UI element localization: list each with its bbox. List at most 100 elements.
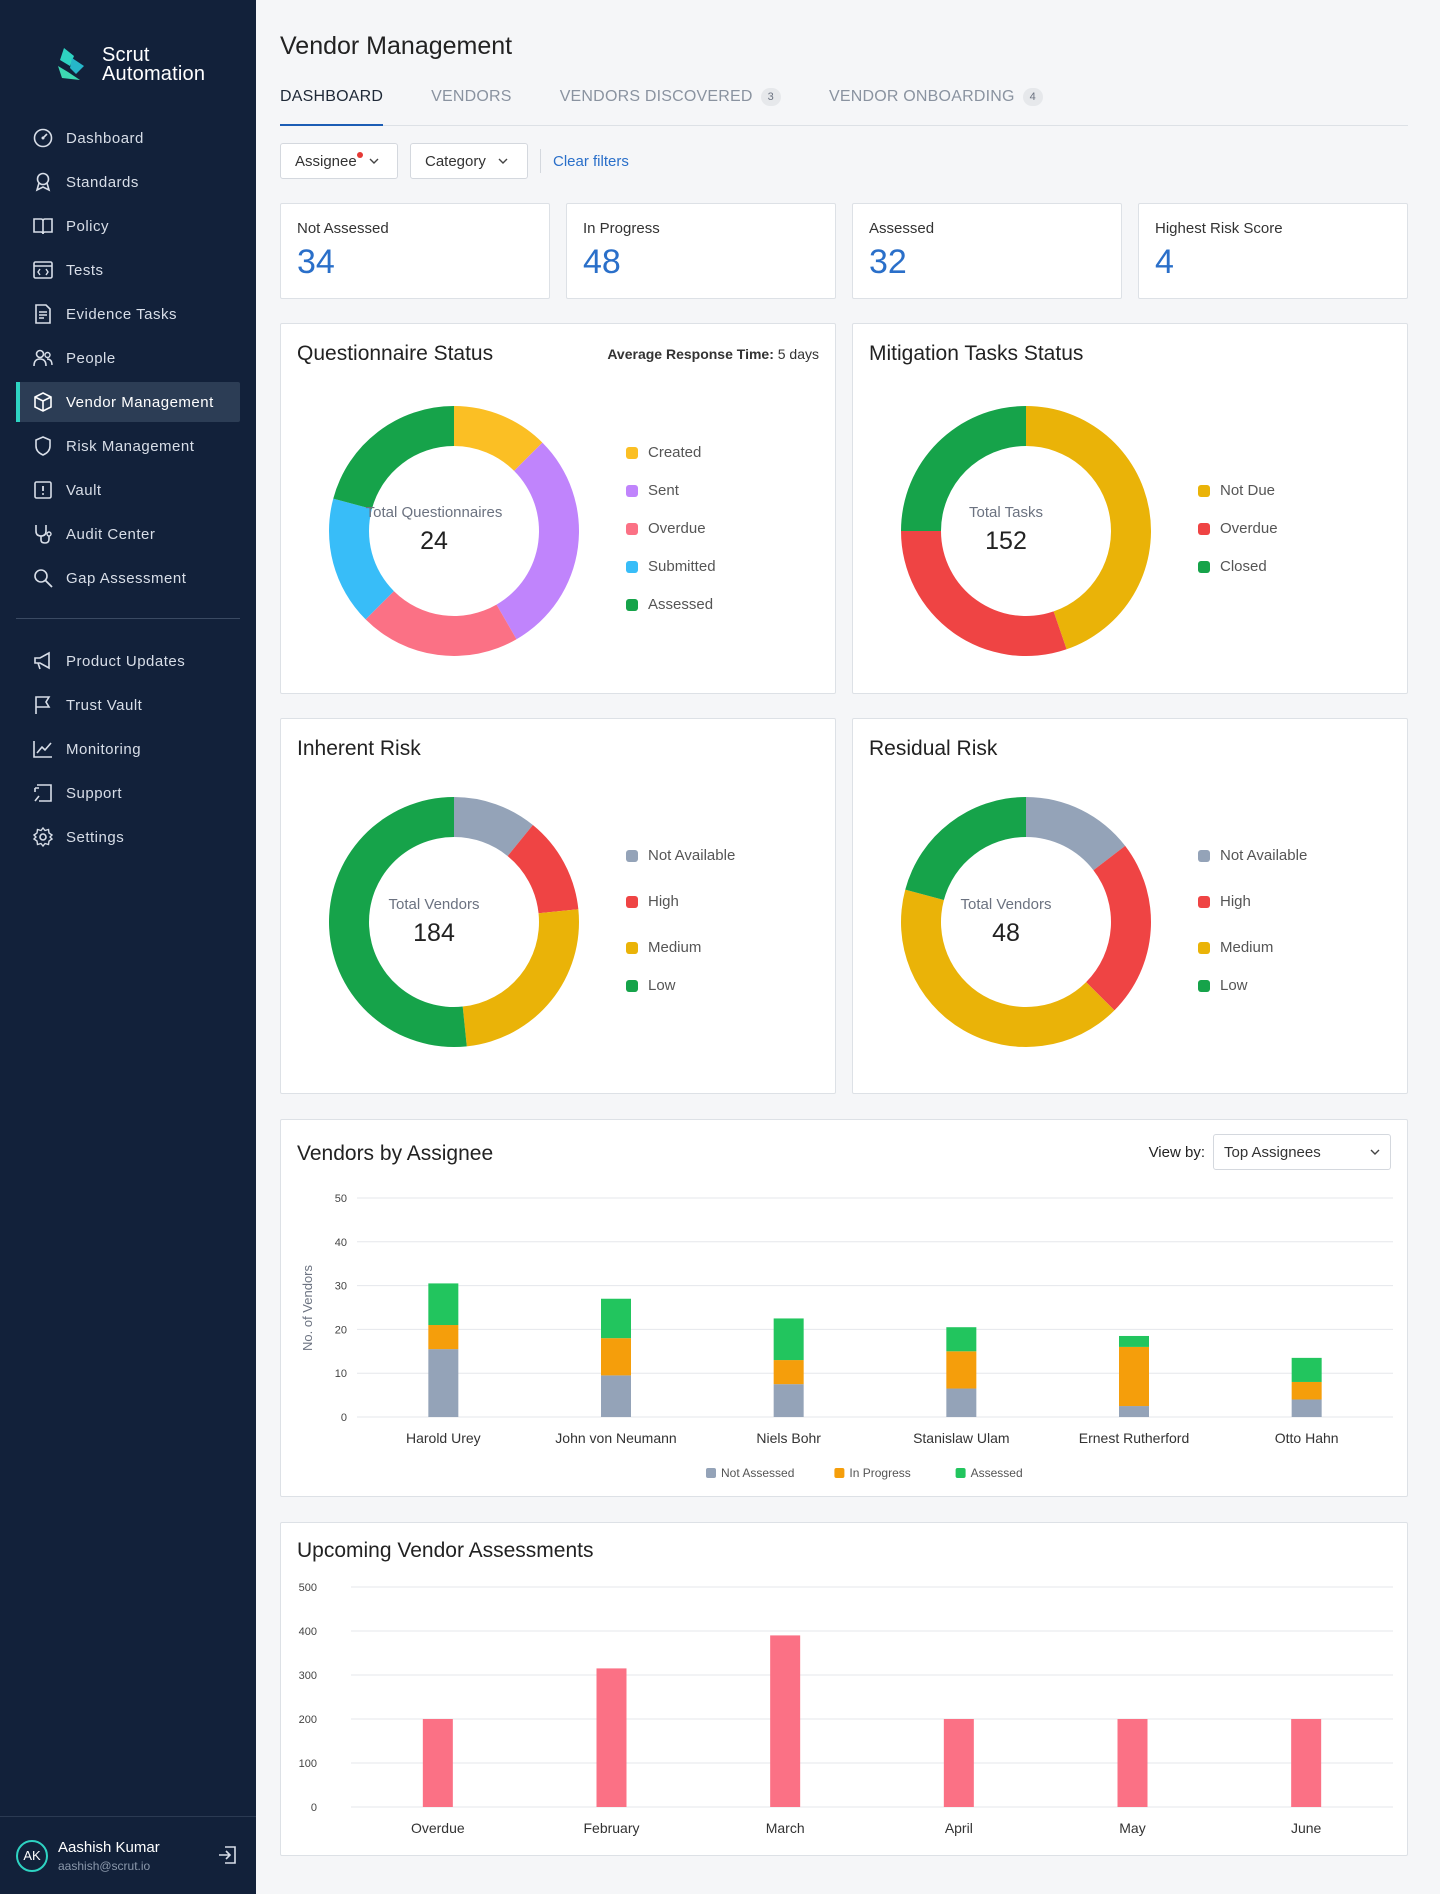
bar[interactable] xyxy=(770,1635,801,1807)
tab-vendors[interactable]: VENDORS xyxy=(431,88,512,126)
bar-not-assessed[interactable] xyxy=(1291,1399,1322,1417)
sidebar-item-dashboard[interactable]: Dashboard xyxy=(16,118,240,158)
donut-slice-medium[interactable] xyxy=(901,889,1115,1047)
donut-slice-not-available[interactable] xyxy=(1026,797,1126,871)
bar-not-assessed[interactable] xyxy=(428,1349,459,1417)
legend-item[interactable]: Medium xyxy=(626,939,701,956)
sidebar-item-product-updates[interactable]: Product Updates xyxy=(16,641,240,681)
legend-item[interactable]: Not Available xyxy=(626,847,735,864)
bar-not-assessed[interactable] xyxy=(773,1384,804,1417)
bar-assessed[interactable] xyxy=(1291,1357,1322,1382)
bar-assessed[interactable] xyxy=(773,1318,804,1361)
y-tick-label: 500 xyxy=(299,1582,317,1594)
tab-vendors-discovered[interactable]: VENDORS DISCOVERED 3 xyxy=(560,88,781,126)
sidebar-item-label: Product Updates xyxy=(66,652,186,670)
bar-assessed[interactable] xyxy=(428,1283,459,1326)
donut-slice-sent[interactable] xyxy=(496,442,580,640)
donut-slice-overdue[interactable] xyxy=(365,591,517,656)
sidebar-item-risk-management[interactable]: Risk Management xyxy=(16,426,240,466)
sidebar-item-people[interactable]: People xyxy=(16,338,240,378)
sidebar-item-gap-assessment[interactable]: Gap Assessment xyxy=(16,558,240,598)
donut-slice-submitted[interactable] xyxy=(329,498,394,620)
bar-in-progress[interactable] xyxy=(1291,1381,1322,1400)
sidebar-item-trust-vault[interactable]: Trust Vault xyxy=(16,685,240,725)
legend-item[interactable]: Low xyxy=(1198,977,1248,994)
legend-item[interactable]: Created xyxy=(626,444,701,461)
bar-in-progress[interactable] xyxy=(1119,1346,1149,1407)
search-icon xyxy=(34,569,53,588)
donut-slice-low[interactable] xyxy=(329,797,467,1047)
legend-item[interactable]: Submitted xyxy=(626,558,716,575)
donut-slice-assessed[interactable] xyxy=(333,406,454,510)
bar[interactable] xyxy=(1291,1719,1322,1807)
assignee-filter[interactable]: Assignee xyxy=(280,143,398,179)
sidebar-item-tests[interactable]: Tests xyxy=(16,250,240,290)
avatar[interactable]: AK xyxy=(16,1839,48,1872)
legend-item[interactable]: High xyxy=(1198,893,1251,910)
donut-slice-medium[interactable] xyxy=(462,909,579,1047)
legend-item[interactable]: Assessed xyxy=(626,596,713,613)
donut-slice-not-due[interactable] xyxy=(1026,406,1151,650)
bar-not-assessed[interactable] xyxy=(946,1388,977,1417)
sidebar-item-label: Vault xyxy=(66,481,102,499)
legend-item[interactable]: Closed xyxy=(1198,558,1267,575)
bar-not-assessed[interactable] xyxy=(601,1375,631,1417)
donut-slice-not-available[interactable] xyxy=(454,797,533,857)
vault-icon xyxy=(34,481,52,499)
legend-label[interactable]: Assessed xyxy=(971,1466,1023,1480)
sidebar-item-monitoring[interactable]: Monitoring xyxy=(16,729,240,769)
sidebar-item-vault[interactable]: Vault xyxy=(16,470,240,510)
legend-item[interactable]: Not Available xyxy=(1198,847,1307,864)
donut-slice-high[interactable] xyxy=(1086,845,1151,1011)
bar-in-progress[interactable] xyxy=(946,1351,977,1389)
bar-in-progress[interactable] xyxy=(773,1360,804,1385)
bar[interactable] xyxy=(596,1668,627,1807)
bar[interactable] xyxy=(422,1719,453,1807)
bar-in-progress[interactable] xyxy=(428,1325,459,1350)
legend-item[interactable]: Sent xyxy=(626,482,679,499)
stat-label: Highest Risk Score xyxy=(1155,220,1283,237)
bar[interactable] xyxy=(943,1719,974,1807)
legend-item[interactable]: Overdue xyxy=(626,520,706,537)
sidebar-item-policy[interactable]: Policy xyxy=(16,206,240,246)
donut-slice-overdue[interactable] xyxy=(901,531,1067,656)
stat-label: Assessed xyxy=(869,220,935,237)
bar[interactable] xyxy=(1117,1719,1148,1807)
sidebar-item-settings[interactable]: Settings xyxy=(16,817,240,857)
sidebar-item-evidence-tasks[interactable]: Evidence Tasks xyxy=(16,294,240,334)
bar-assessed[interactable] xyxy=(601,1298,631,1339)
stat-card-assessed[interactable]: Assessed 32 xyxy=(852,203,1122,299)
x-tick-label: John von Neumann xyxy=(555,1430,676,1446)
view-by-select[interactable]: Top Assignees xyxy=(1213,1134,1391,1170)
bar-assessed[interactable] xyxy=(946,1327,977,1352)
legend-item[interactable]: Low xyxy=(626,977,676,994)
brand-logo[interactable]: Scrut Automation xyxy=(50,44,205,86)
stat-card-not-assessed[interactable]: Not Assessed 34 xyxy=(280,203,550,299)
legend-item[interactable]: Not Due xyxy=(1198,482,1275,499)
legend-label[interactable]: In Progress xyxy=(849,1466,910,1480)
tab-dashboard[interactable]: DASHBOARD xyxy=(280,88,384,126)
donut-slice-created[interactable] xyxy=(454,406,543,471)
sidebar-item-support[interactable]: Support xyxy=(16,773,240,813)
x-tick-label: Stanislaw Ulam xyxy=(913,1430,1009,1446)
legend-label[interactable]: Not Assessed xyxy=(721,1466,794,1480)
sidebar-item-standards[interactable]: Standards xyxy=(16,162,240,202)
donut-slice-low[interactable] xyxy=(905,797,1026,901)
bar-in-progress[interactable] xyxy=(601,1338,631,1376)
logout-icon[interactable] xyxy=(216,1844,238,1866)
legend-item[interactable]: High xyxy=(626,893,679,910)
bar-assessed[interactable] xyxy=(1119,1335,1149,1347)
tab-vendor-onboarding[interactable]: VENDOR ONBOARDING 4 xyxy=(829,88,1043,126)
legend-item[interactable]: Medium xyxy=(1198,939,1273,956)
bar-not-assessed[interactable] xyxy=(1119,1406,1149,1417)
flag-icon xyxy=(35,696,51,714)
donut-slice-closed[interactable] xyxy=(901,406,1026,531)
stat-card-in-progress[interactable]: In Progress 48 xyxy=(566,203,836,299)
sidebar-item-vendor-management[interactable]: Vendor Management xyxy=(16,382,240,422)
category-filter[interactable]: Category xyxy=(410,143,528,179)
sidebar-item-audit-center[interactable]: Audit Center xyxy=(16,514,240,554)
clear-filters-link[interactable]: Clear filters xyxy=(540,149,629,173)
legend-item[interactable]: Overdue xyxy=(1198,520,1278,537)
donut-slice-high[interactable] xyxy=(507,825,579,914)
stat-card-highest-risk-score[interactable]: Highest Risk Score 4 xyxy=(1138,203,1408,299)
